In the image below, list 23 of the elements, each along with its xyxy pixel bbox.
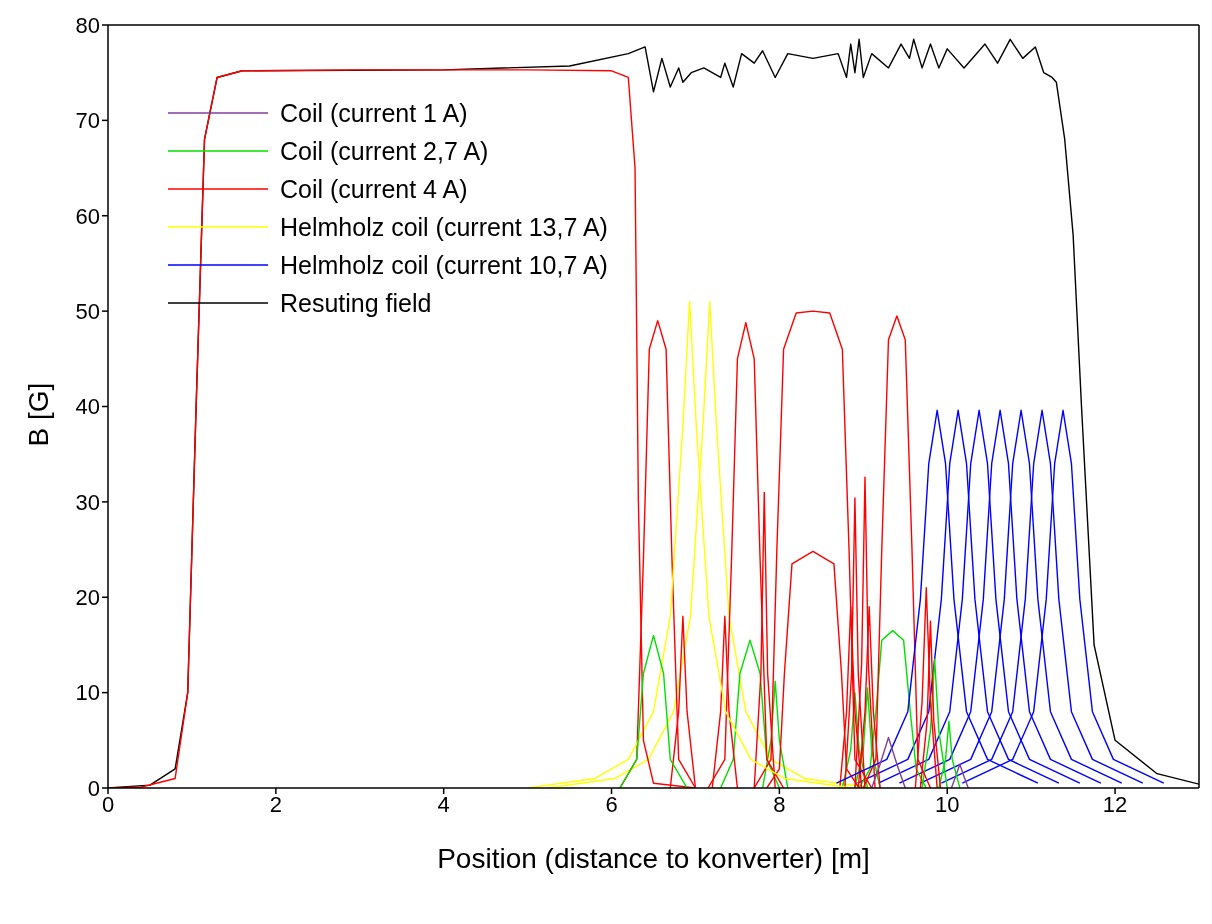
y-tick-label: 10 (75, 680, 100, 706)
legend-label: Coil (current 2,7 A) (280, 136, 489, 166)
y-tick-label: 60 (75, 203, 100, 229)
y-tick-label: 50 (75, 298, 100, 324)
x-axis-title: Position (distance to konverter) [m] (437, 843, 870, 874)
y-tick-label: 40 (75, 394, 100, 420)
legend-label: Helmholz coil (current 13,7 A) (280, 212, 608, 242)
x-tick-label: 12 (1102, 791, 1128, 817)
legend-label: Coil (current 4 A) (280, 174, 468, 204)
y-tick-label: 20 (75, 585, 100, 611)
x-tick-label: 8 (773, 791, 786, 817)
legend-label: Helmholz coil (current 10,7 A) (280, 250, 608, 280)
y-tick-label: 30 (75, 489, 100, 515)
x-tick-label: 10 (934, 791, 960, 817)
x-tick-label: 4 (437, 791, 450, 817)
y-tick-label: 70 (75, 108, 100, 134)
legend-label: Resuting field (280, 288, 432, 318)
legend-label: Coil (current 1 A) (280, 98, 468, 128)
x-tick-label: 2 (269, 791, 282, 817)
y-tick-label: 0 (87, 775, 100, 801)
y-tick-label: 80 (75, 12, 100, 38)
y-axis-title: B [G] (22, 382, 54, 447)
x-tick-label: 6 (605, 791, 618, 817)
